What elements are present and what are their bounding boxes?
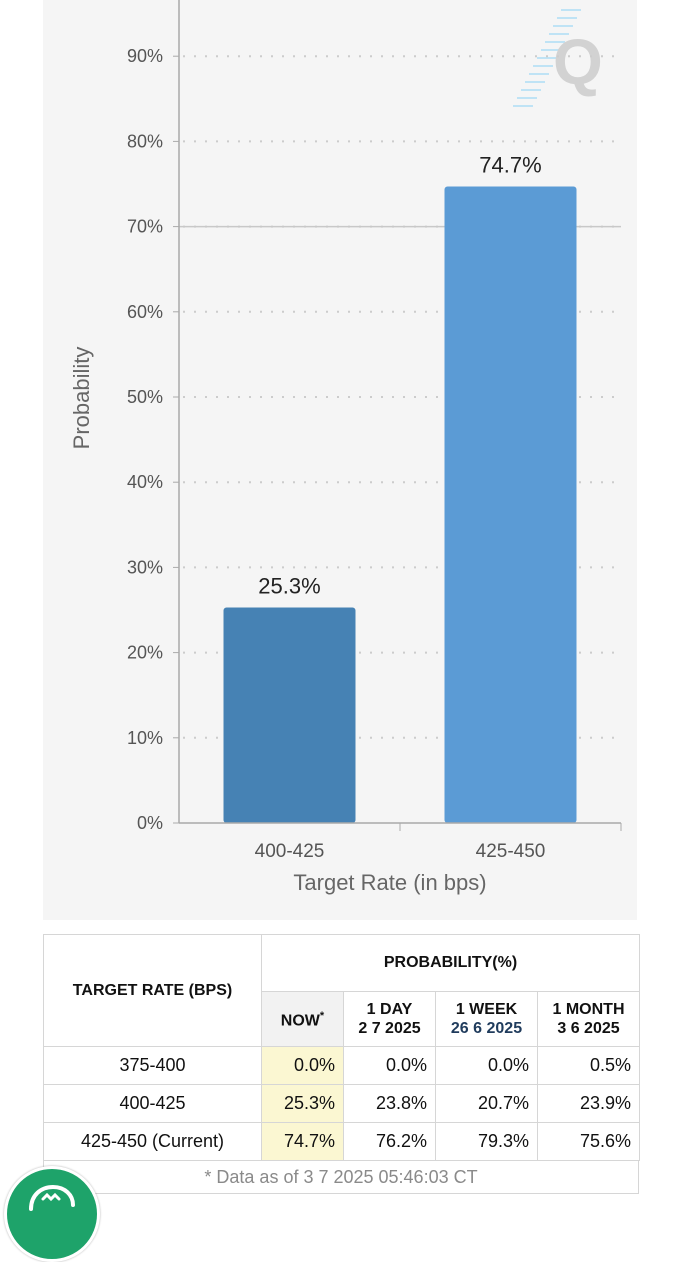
header-now-mark: * bbox=[319, 1010, 325, 1023]
header-1day-label: 1 DAY bbox=[366, 1001, 413, 1018]
row-1day: 76.2% bbox=[343, 1122, 436, 1161]
bar-400-425 bbox=[223, 607, 356, 823]
bar-425-450 bbox=[444, 186, 577, 823]
header-target-rate: TARGET RATE (BPS) bbox=[43, 934, 262, 1047]
y-tick-label: 70% bbox=[127, 217, 163, 237]
header-probability: PROBABILITY(%) bbox=[260, 934, 641, 992]
row-1week: 79.3% bbox=[435, 1122, 538, 1161]
row-1day: 0.0% bbox=[343, 1046, 436, 1085]
row-rate: 425-450 (Current) bbox=[43, 1122, 262, 1161]
row-1week: 20.7% bbox=[435, 1084, 538, 1123]
row-1month: 0.5% bbox=[536, 1046, 641, 1085]
bar-value-label: 74.7% bbox=[479, 153, 541, 178]
row-1week: 0.0% bbox=[435, 1046, 538, 1085]
header-1day: 1 DAY 2 7 2025 bbox=[343, 991, 436, 1047]
header-1week-date: 26 6 2025 bbox=[450, 1020, 523, 1037]
y-tick-label: 10% bbox=[127, 728, 163, 748]
row-rate: 400-425 bbox=[43, 1084, 262, 1123]
header-1month: 1 MONTH 3 6 2025 bbox=[536, 991, 641, 1047]
y-tick-label: 60% bbox=[127, 302, 163, 322]
y-tick-label: 30% bbox=[127, 557, 163, 577]
x-tick-label: 400-425 bbox=[255, 841, 325, 862]
q-logo-icon: Q bbox=[513, 9, 603, 107]
header-1day-date: 2 7 2025 bbox=[358, 1020, 421, 1037]
table-row: 375-400 0.0% 0.0% 0.0% 0.5% bbox=[43, 1046, 641, 1085]
y-tick-label: 0% bbox=[137, 813, 163, 833]
header-now-label: NOW bbox=[280, 1012, 320, 1030]
probability-table: TARGET RATE (BPS) PROBABILITY(%) NOW* 1 … bbox=[43, 934, 641, 1194]
bar-value-label: 25.3% bbox=[258, 573, 320, 598]
y-tick-label: 50% bbox=[127, 387, 163, 407]
y-tick-label: 90% bbox=[127, 46, 163, 66]
svg-text:Q: Q bbox=[553, 26, 603, 98]
row-1day: 23.8% bbox=[343, 1084, 436, 1123]
y-tick-label: 80% bbox=[127, 131, 163, 151]
y-tick-label: 20% bbox=[127, 643, 163, 663]
row-1month: 75.6% bbox=[536, 1122, 641, 1161]
row-now: 0.0% bbox=[261, 1046, 344, 1085]
x-tick-label: 425-450 bbox=[476, 841, 546, 862]
y-tick-label: 40% bbox=[127, 472, 163, 492]
row-rate: 375-400 bbox=[43, 1046, 262, 1085]
header-1week: 1 WEEK 26 6 2025 bbox=[435, 991, 538, 1047]
header-1week-label: 1 WEEK bbox=[455, 1001, 518, 1018]
x-axis-title: Target Rate (in bps) bbox=[293, 870, 486, 895]
row-now: 74.7% bbox=[261, 1122, 344, 1161]
header-1month-label: 1 MONTH bbox=[552, 1001, 625, 1018]
row-1month: 23.9% bbox=[536, 1084, 641, 1123]
chat-icon bbox=[29, 1184, 75, 1211]
floating-action-button[interactable] bbox=[4, 1166, 100, 1262]
chart-panel: Q 25.3% 74.7% 0% 10% 20% 30% 40% 50% 60% 70% 80% 9… bbox=[43, 0, 637, 920]
data-timestamp-note: * Data as of 3 7 2025 05:46:03 CT bbox=[43, 1161, 639, 1194]
y-axis-title: Probability bbox=[69, 347, 94, 450]
table-row: 425-450 (Current) 74.7% 76.2% 79.3% 75.6… bbox=[43, 1122, 641, 1161]
probability-bar-chart: Q 25.3% 74.7% 0% 10% 20% 30% 40% 50% 60% 70% 80% 9… bbox=[69, 0, 622, 895]
header-now: NOW* bbox=[261, 991, 344, 1047]
row-now: 25.3% bbox=[261, 1084, 344, 1123]
header-1month-date: 3 6 2025 bbox=[557, 1020, 620, 1037]
table-row: 400-425 25.3% 23.8% 20.7% 23.9% bbox=[43, 1084, 641, 1123]
